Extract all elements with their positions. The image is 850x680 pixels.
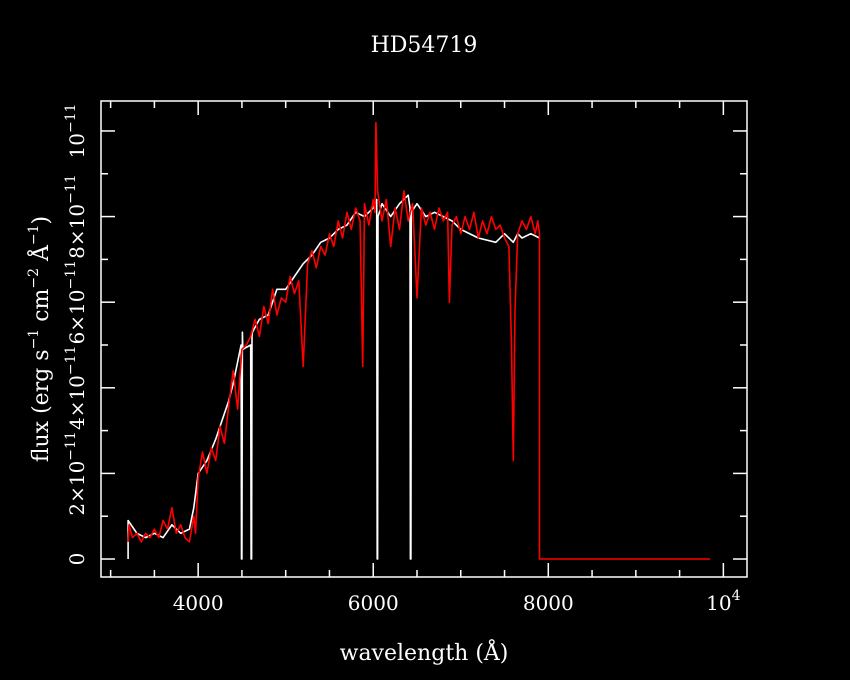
x-tick-labels: 4000 6000 8000 104: [173, 588, 741, 615]
y-tick-label: 4×10−11: [63, 346, 89, 430]
plot-frame: [100, 100, 748, 578]
x-axis-label: wavelength (Å): [340, 638, 509, 666]
x-tick-label: 4000: [173, 591, 224, 615]
y-tick-label: 8×10−11: [63, 174, 89, 258]
y-label-part: cm: [29, 288, 54, 328]
y-tick-exponent: −11: [63, 346, 79, 376]
series-layer: [127, 121, 711, 560]
series-line-1: [127, 194, 540, 560]
y-label-part: Å: [26, 244, 54, 268]
x-tick-label: 8000: [523, 591, 574, 615]
y-axis-label: flux (erg s−1 cm−2 Å−1): [26, 216, 54, 462]
y-label-exponent: −2: [26, 268, 42, 289]
axis-ticks: [101, 101, 747, 577]
y-tick-exponent: −11: [63, 431, 79, 461]
x-tick-exponent: 4: [732, 588, 741, 604]
y-label-exponent: −1: [26, 329, 42, 350]
y-tick-label: 0: [65, 553, 89, 566]
y-label-exponent: −1: [26, 224, 42, 245]
y-tick-exponent: −11: [63, 103, 79, 133]
series-line-2: [127, 121, 711, 560]
y-label-part: flux (erg s: [29, 349, 54, 462]
y-tick-exponent: −11: [63, 174, 79, 204]
y-label-part: ): [29, 216, 54, 225]
chart-title: HD54719: [371, 33, 478, 58]
x-tick-label: 6000: [348, 591, 399, 615]
y-tick-exponent: −11: [63, 260, 79, 290]
